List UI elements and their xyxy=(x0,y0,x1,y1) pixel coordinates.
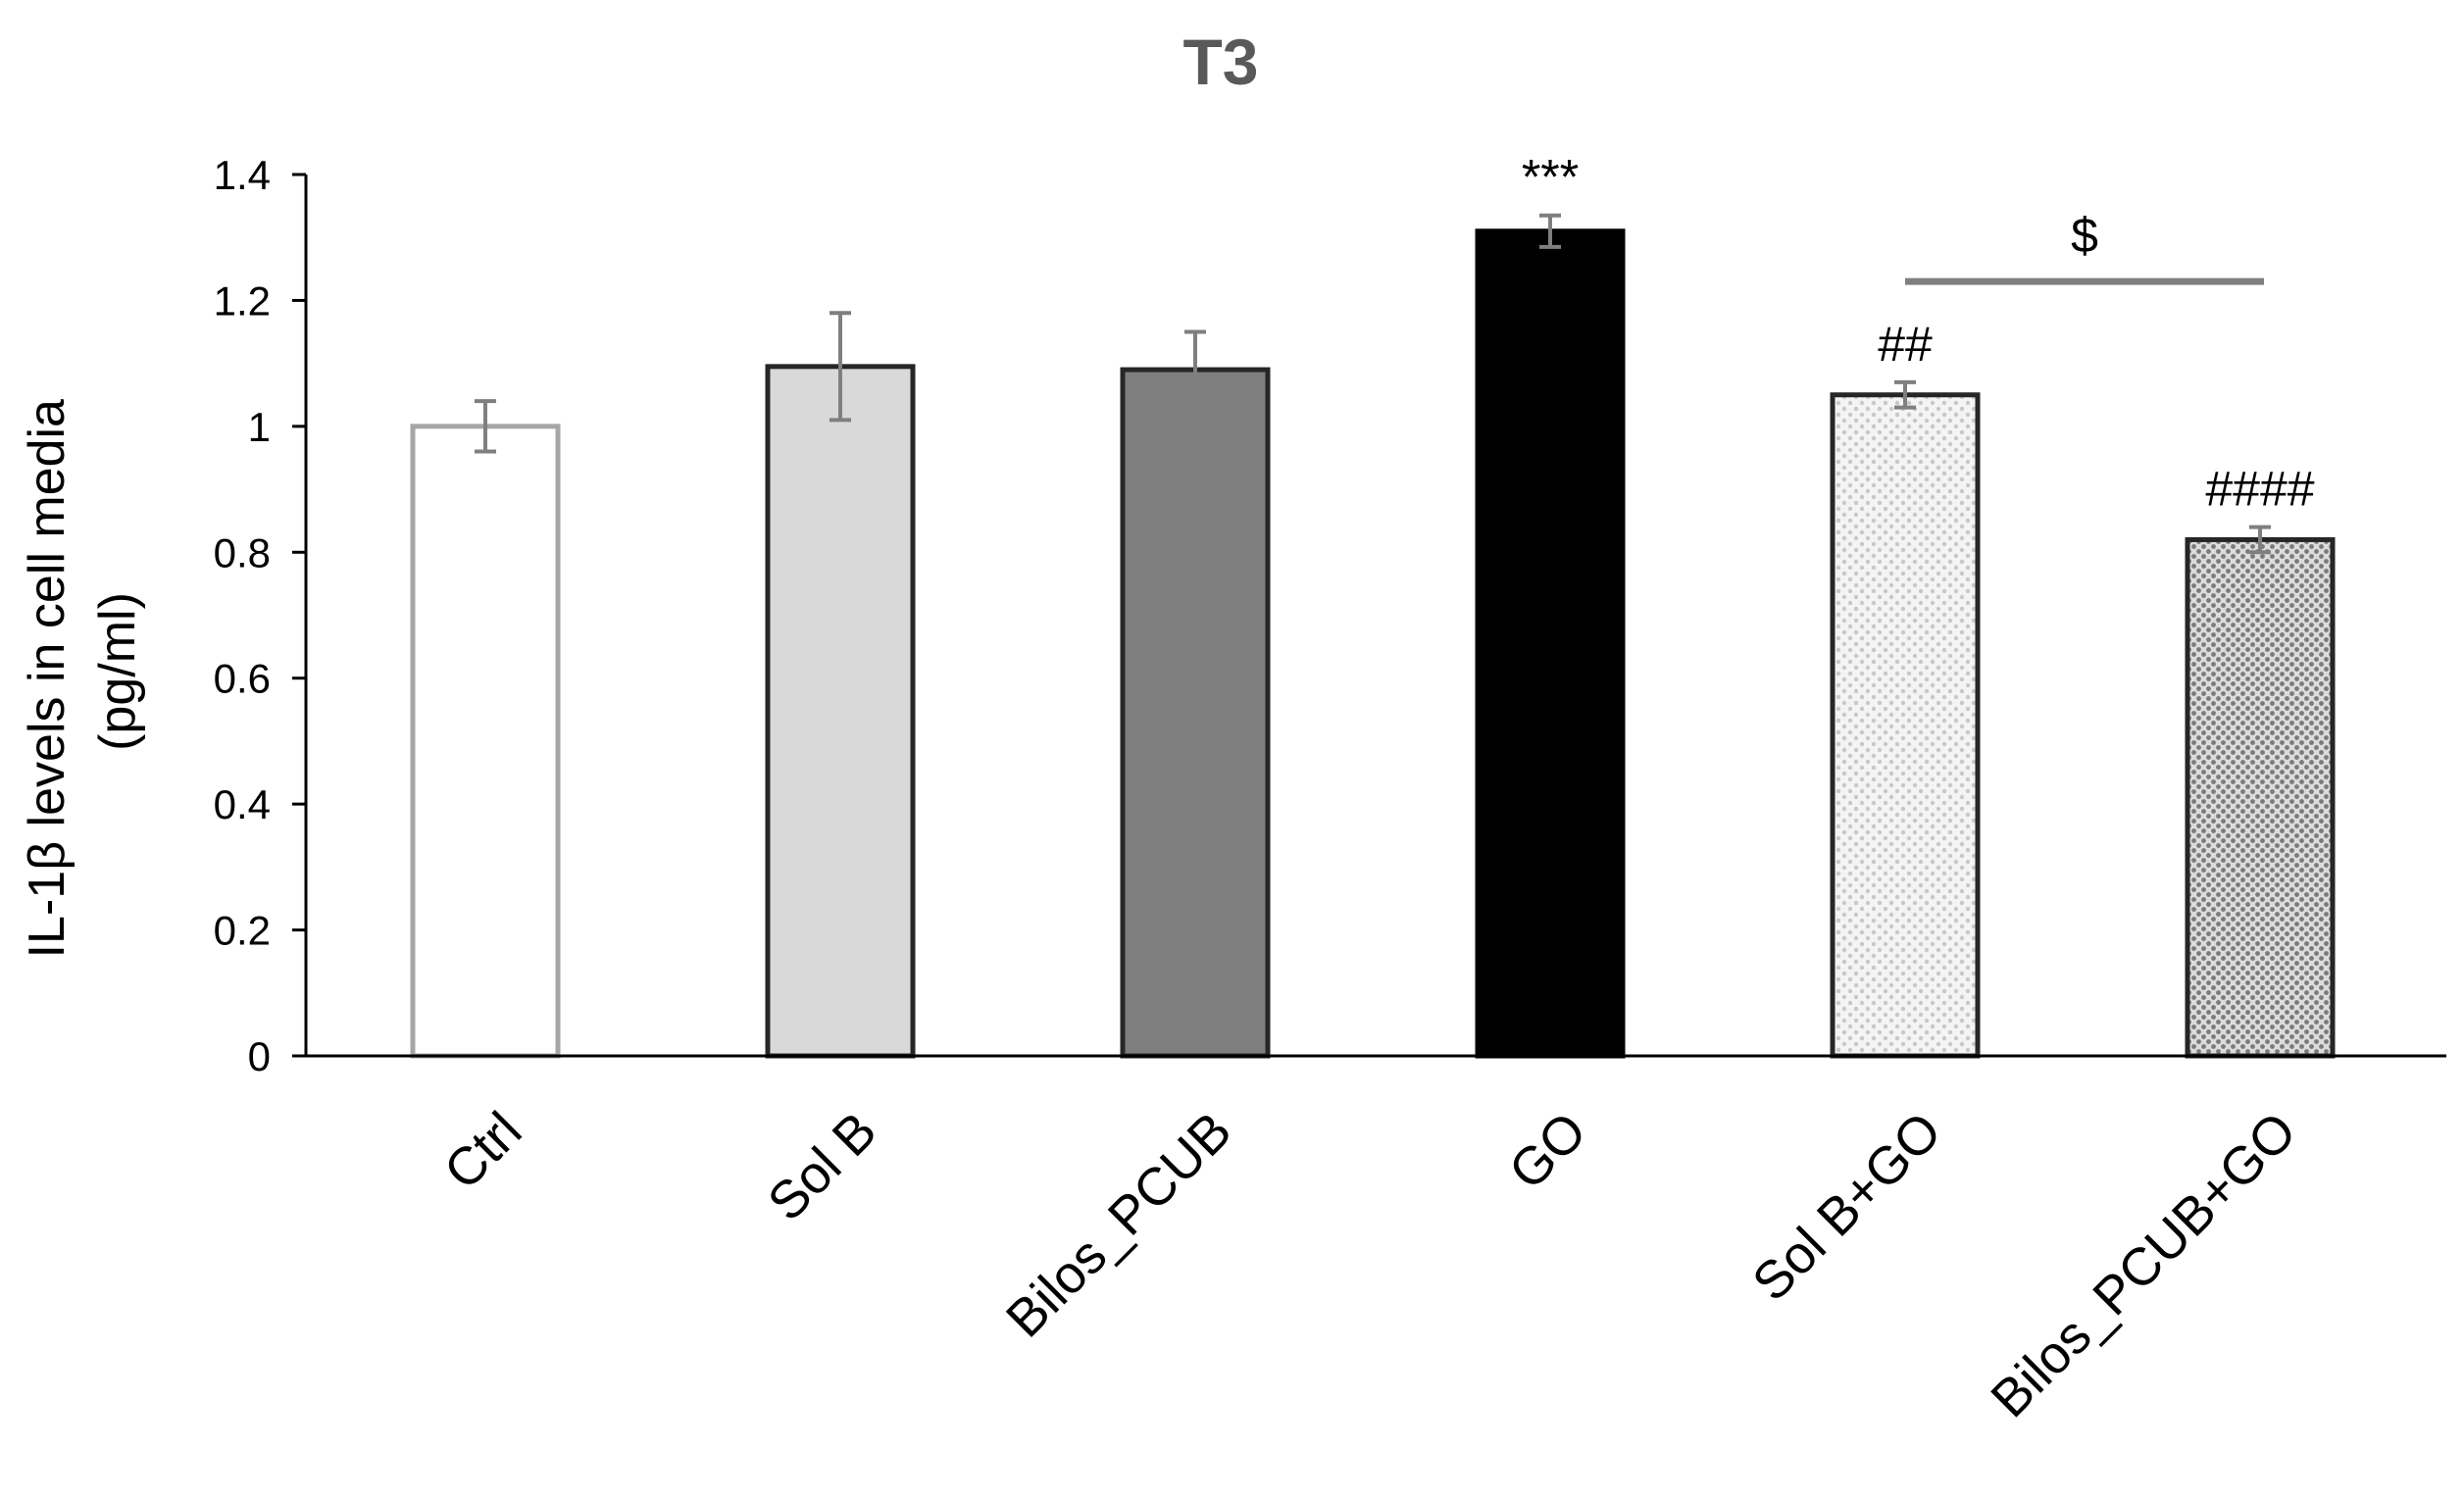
comparison-label: $ xyxy=(2071,208,2098,263)
error-bar-sol-b xyxy=(830,311,851,423)
bars xyxy=(410,228,2336,1059)
y-tick-label: 0.4 xyxy=(214,781,271,827)
significance-label: *** xyxy=(1522,150,1579,205)
bar-bilos-pcub xyxy=(1120,367,1271,1059)
error-bars xyxy=(475,213,2271,555)
error-bar-sol-b-go xyxy=(1894,379,1916,410)
bar-sol-b xyxy=(765,364,916,1059)
y-axis-label-line-2: (pg/ml) xyxy=(89,592,146,751)
x-axis-labels: Ctrl Sol B Bilos_PCUB GO Sol B+GO Bilos_PCUB+… xyxy=(433,1101,2308,1428)
error-bar-bilos-pcub xyxy=(1184,329,1206,410)
y-tick-label: 0.6 xyxy=(214,656,271,702)
y-axis-label: IL-1β levels in cell media (pg/ml) xyxy=(19,385,146,959)
bar-sol-b-go xyxy=(1830,392,1981,1059)
significance-label: #### xyxy=(2205,462,2314,517)
category-label-ctrl: Ctrl xyxy=(433,1101,533,1201)
bar-ctrl xyxy=(410,424,561,1059)
category-label-sol-b-go: Sol B+GO xyxy=(1741,1101,1952,1312)
y-axis-ticks: 0 0.2 0.4 0.6 0.8 1 1.2 1.4 xyxy=(214,152,306,1079)
y-axis-label-line-1: IL-1β levels in cell media xyxy=(19,399,75,958)
y-tick-label: 1.4 xyxy=(214,152,271,198)
category-label-sol-b: Sol B xyxy=(757,1101,888,1232)
y-tick-label: 0.2 xyxy=(214,908,271,954)
category-label-bilos-pcub-go: Bilos_PCUB+GO xyxy=(1980,1101,2307,1428)
category-label-go: GO xyxy=(1498,1101,1598,1201)
y-tick-label: 1.2 xyxy=(214,277,271,324)
chart-title: T3 xyxy=(1182,25,1258,98)
y-tick-label: 0 xyxy=(248,1033,271,1079)
annotations: ***######$ xyxy=(1522,150,2315,517)
significance-label: ## xyxy=(1878,317,1933,372)
error-bar-ctrl xyxy=(475,399,496,454)
error-bar-go xyxy=(1539,213,1561,249)
category-label-bilos-pcub: Bilos_PCUB xyxy=(995,1101,1243,1349)
y-tick-label: 0.8 xyxy=(214,529,271,575)
y-tick-label: 1 xyxy=(248,404,271,450)
bar-go xyxy=(1475,228,1626,1059)
error-bar-bilos-pcub-go xyxy=(2249,525,2271,555)
bar-bilos-pcub-go xyxy=(2185,536,2336,1059)
